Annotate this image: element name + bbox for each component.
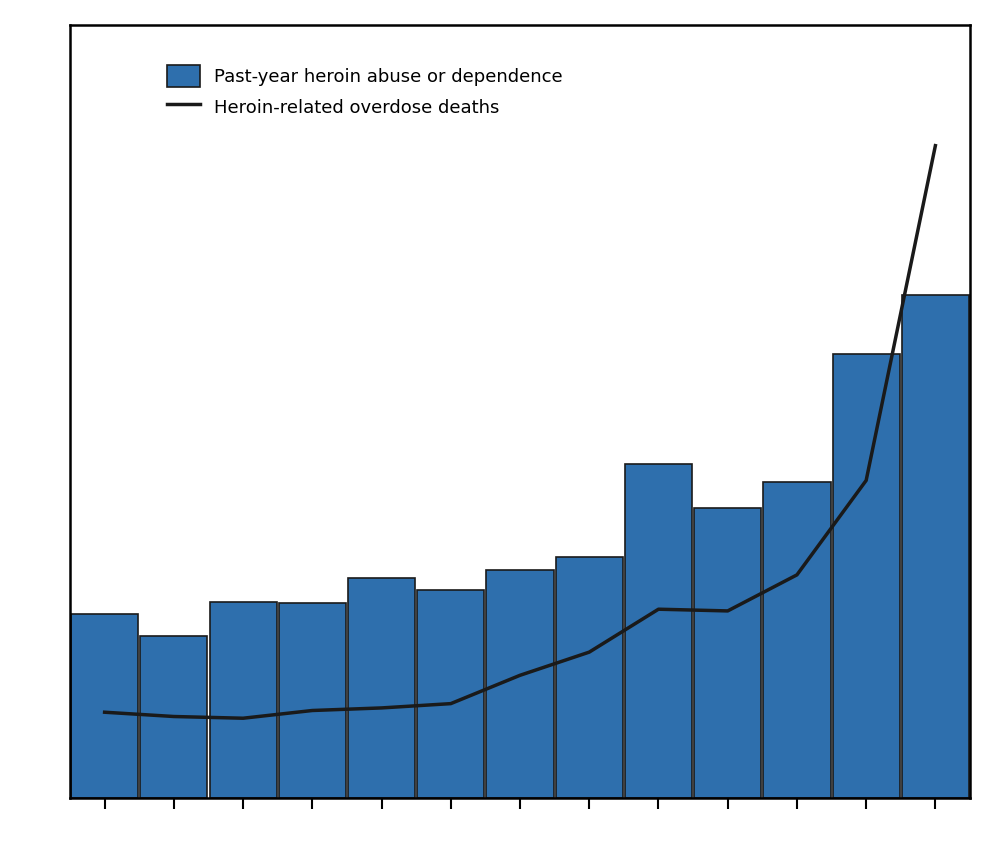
Bar — [902, 295, 969, 798]
Legend: Past-year heroin abuse or dependence, Heroin-related overdose deaths: Past-year heroin abuse or dependence, He… — [160, 58, 570, 125]
Bar — [417, 590, 484, 798]
Bar — [625, 464, 692, 798]
Bar — [694, 508, 761, 798]
Bar — [210, 602, 277, 798]
Bar — [140, 636, 207, 798]
Bar — [833, 354, 900, 798]
Bar — [348, 578, 415, 798]
Bar — [486, 570, 554, 798]
Bar — [556, 557, 623, 798]
Bar — [279, 603, 346, 798]
Bar — [763, 482, 831, 798]
Bar — [71, 615, 138, 798]
